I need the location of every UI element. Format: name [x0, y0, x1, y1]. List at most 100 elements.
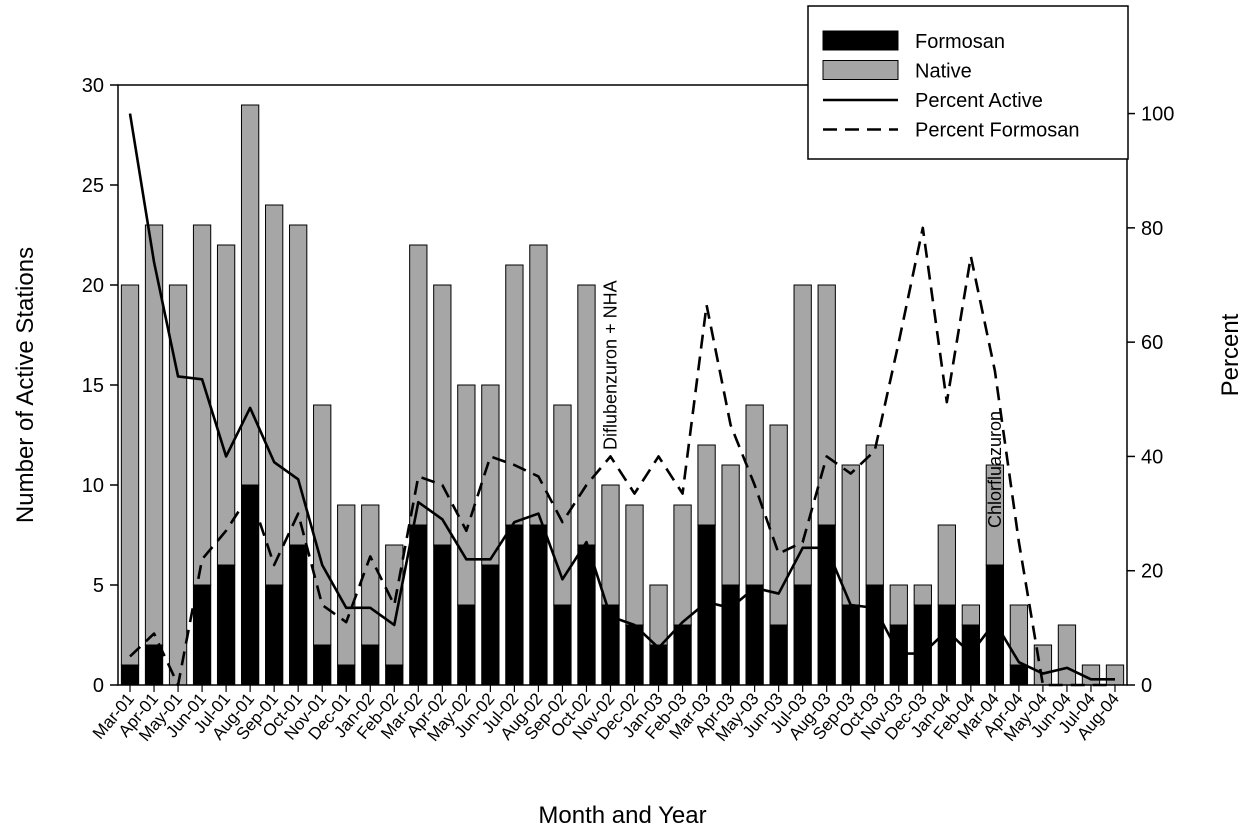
bar-native-Sep-01	[265, 204, 284, 586]
bar-formosan-Apr-03	[721, 584, 740, 686]
bar-formosan-Jan-02	[361, 644, 380, 686]
bar-native-Jul-01	[216, 244, 236, 566]
bar-native-Jul-03	[793, 284, 812, 586]
bar-native-Dec-02	[625, 504, 644, 626]
bar-formosan-Oct-01	[289, 544, 308, 686]
annotations-layer: Diflubenzuron + NHA Chlorfluazuron	[600, 280, 1004, 528]
legend-label: Percent Active	[915, 90, 1043, 112]
bar-native-Nov-02	[601, 484, 620, 606]
bar-native-Feb-02	[385, 544, 404, 666]
y-tick-label: 5	[93, 575, 104, 597]
y-tick-label: 10	[82, 475, 104, 497]
bar-formosan-Jul-03	[793, 584, 812, 686]
bar-native-Aug-03	[817, 284, 836, 526]
annotation-label: Chlorfluazuron	[985, 411, 1005, 528]
bar-native-Mar-01	[120, 284, 140, 666]
bar-native-May-02	[457, 384, 476, 606]
bar-formosan-Oct-02	[577, 544, 596, 686]
y2-tick-label: 20	[1141, 561, 1163, 583]
y-tick-label: 20	[82, 275, 104, 297]
legend-label: Formosan	[915, 31, 1005, 53]
y2-axis-title: Percent	[1217, 313, 1244, 396]
bar-native-Jul-02	[505, 264, 524, 526]
bar-formosan-Jun-01	[192, 584, 212, 686]
y2-tick-label: 100	[1141, 104, 1174, 126]
y-tick-label: 30	[82, 75, 104, 97]
bar-formosan-Mar-03	[697, 524, 716, 686]
bar-native-Oct-02	[577, 284, 596, 546]
bar-formosan-Feb-03	[673, 624, 692, 686]
y2-tick-label: 80	[1141, 218, 1163, 240]
y2-tick-label: 40	[1141, 446, 1163, 468]
y-tick-label: 0	[93, 675, 104, 697]
bar-native-Nov-03	[889, 584, 908, 626]
bar-formosan-Aug-02	[529, 524, 548, 686]
bar-native-Apr-03	[721, 464, 740, 586]
bar-formosan-Apr-02	[433, 544, 452, 686]
lines-layer	[128, 113, 1115, 687]
bar-formosan-Jul-02	[505, 524, 524, 686]
bar-formosan-Nov-03	[889, 624, 908, 686]
bar-formosan-Sep-02	[553, 604, 572, 686]
bar-native-Mar-03	[697, 444, 716, 526]
bars-layer	[120, 104, 1125, 686]
bar-native-Apr-04	[1009, 604, 1029, 666]
bar-native-Mar-02	[409, 244, 428, 526]
x-axis-title: Month and Year	[538, 802, 706, 829]
bar-native-Jan-03	[649, 584, 668, 646]
bar-formosan-Sep-03	[841, 604, 860, 686]
bar-native-Dec-03	[913, 584, 932, 606]
bar-native-Oct-01	[289, 224, 308, 546]
bar-native-Oct-03	[865, 444, 884, 586]
bar-formosan-Oct-03	[865, 584, 884, 686]
y2-tick-label: 0	[1141, 675, 1152, 697]
bar-native-Dec-01	[337, 504, 356, 666]
bar-formosan-Jun-02	[481, 564, 500, 686]
bar-native-Jun-04	[1057, 624, 1077, 686]
legend: Formosan Native Percent Active Percent Form…	[807, 5, 1129, 160]
bar-formosan-Mar-04	[985, 564, 1005, 686]
bar-native-Jun-02	[481, 384, 500, 566]
bar-native-Aug-02	[529, 244, 548, 526]
bar-native-Jun-03	[769, 424, 788, 626]
bar-formosan-May-02	[457, 604, 476, 686]
bar-native-Jun-01	[192, 224, 212, 586]
bar-formosan-Mar-02	[409, 524, 428, 686]
bar-formosan-May-03	[745, 584, 764, 686]
y2-tick-label: 60	[1141, 332, 1163, 354]
bar-formosan-Jul-01	[216, 564, 236, 686]
bar-formosan-Dec-03	[913, 604, 932, 686]
bar-formosan-Feb-02	[385, 664, 404, 686]
bar-formosan-Mar-01	[120, 664, 140, 686]
bar-native-Mar-04	[985, 464, 1005, 566]
legend-swatch-native	[822, 60, 899, 80]
y-tick-label: 25	[82, 175, 104, 197]
y-axis-title: Number of Active Stations	[12, 247, 39, 523]
bar-formosan-Jun-03	[769, 624, 788, 686]
y-tick-label: 15	[82, 375, 104, 397]
x-axis: Mar-01Apr-01May-01Jun-01Jul-01Aug-01Sep-…	[89, 685, 1123, 745]
legend-swatch-formosan	[822, 30, 899, 51]
bar-formosan-Jan-03	[649, 644, 668, 686]
bar-native-May-03	[745, 404, 764, 586]
bar-formosan-Apr-04	[1009, 664, 1029, 686]
bar-native-Jan-04	[937, 524, 956, 606]
bar-formosan-Feb-04	[961, 624, 981, 686]
left-axis: 0 5 10 15 20 25 30	[82, 75, 118, 697]
right-axis: 0 20 40 60 80 100	[1127, 104, 1174, 697]
annotation-label: Diflubenzuron + NHA	[600, 280, 620, 450]
bar-formosan-Jan-04	[937, 604, 956, 686]
bar-formosan-Sep-01	[265, 584, 284, 686]
bar-native-Apr-01	[144, 224, 164, 646]
bar-formosan-Apr-01	[144, 644, 164, 686]
line-percent-active	[128, 113, 1115, 681]
bar-native-Sep-03	[841, 464, 860, 606]
bar-formosan-Dec-02	[625, 624, 644, 686]
bar-formosan-Nov-01	[313, 644, 332, 686]
line-percent-formosan	[129, 226, 1115, 687]
bar-native-Aug-04	[1105, 664, 1125, 686]
legend-label: Percent Formosan	[915, 120, 1080, 142]
bar-formosan-Dec-01	[337, 664, 356, 686]
bar-native-Feb-03	[673, 504, 692, 626]
